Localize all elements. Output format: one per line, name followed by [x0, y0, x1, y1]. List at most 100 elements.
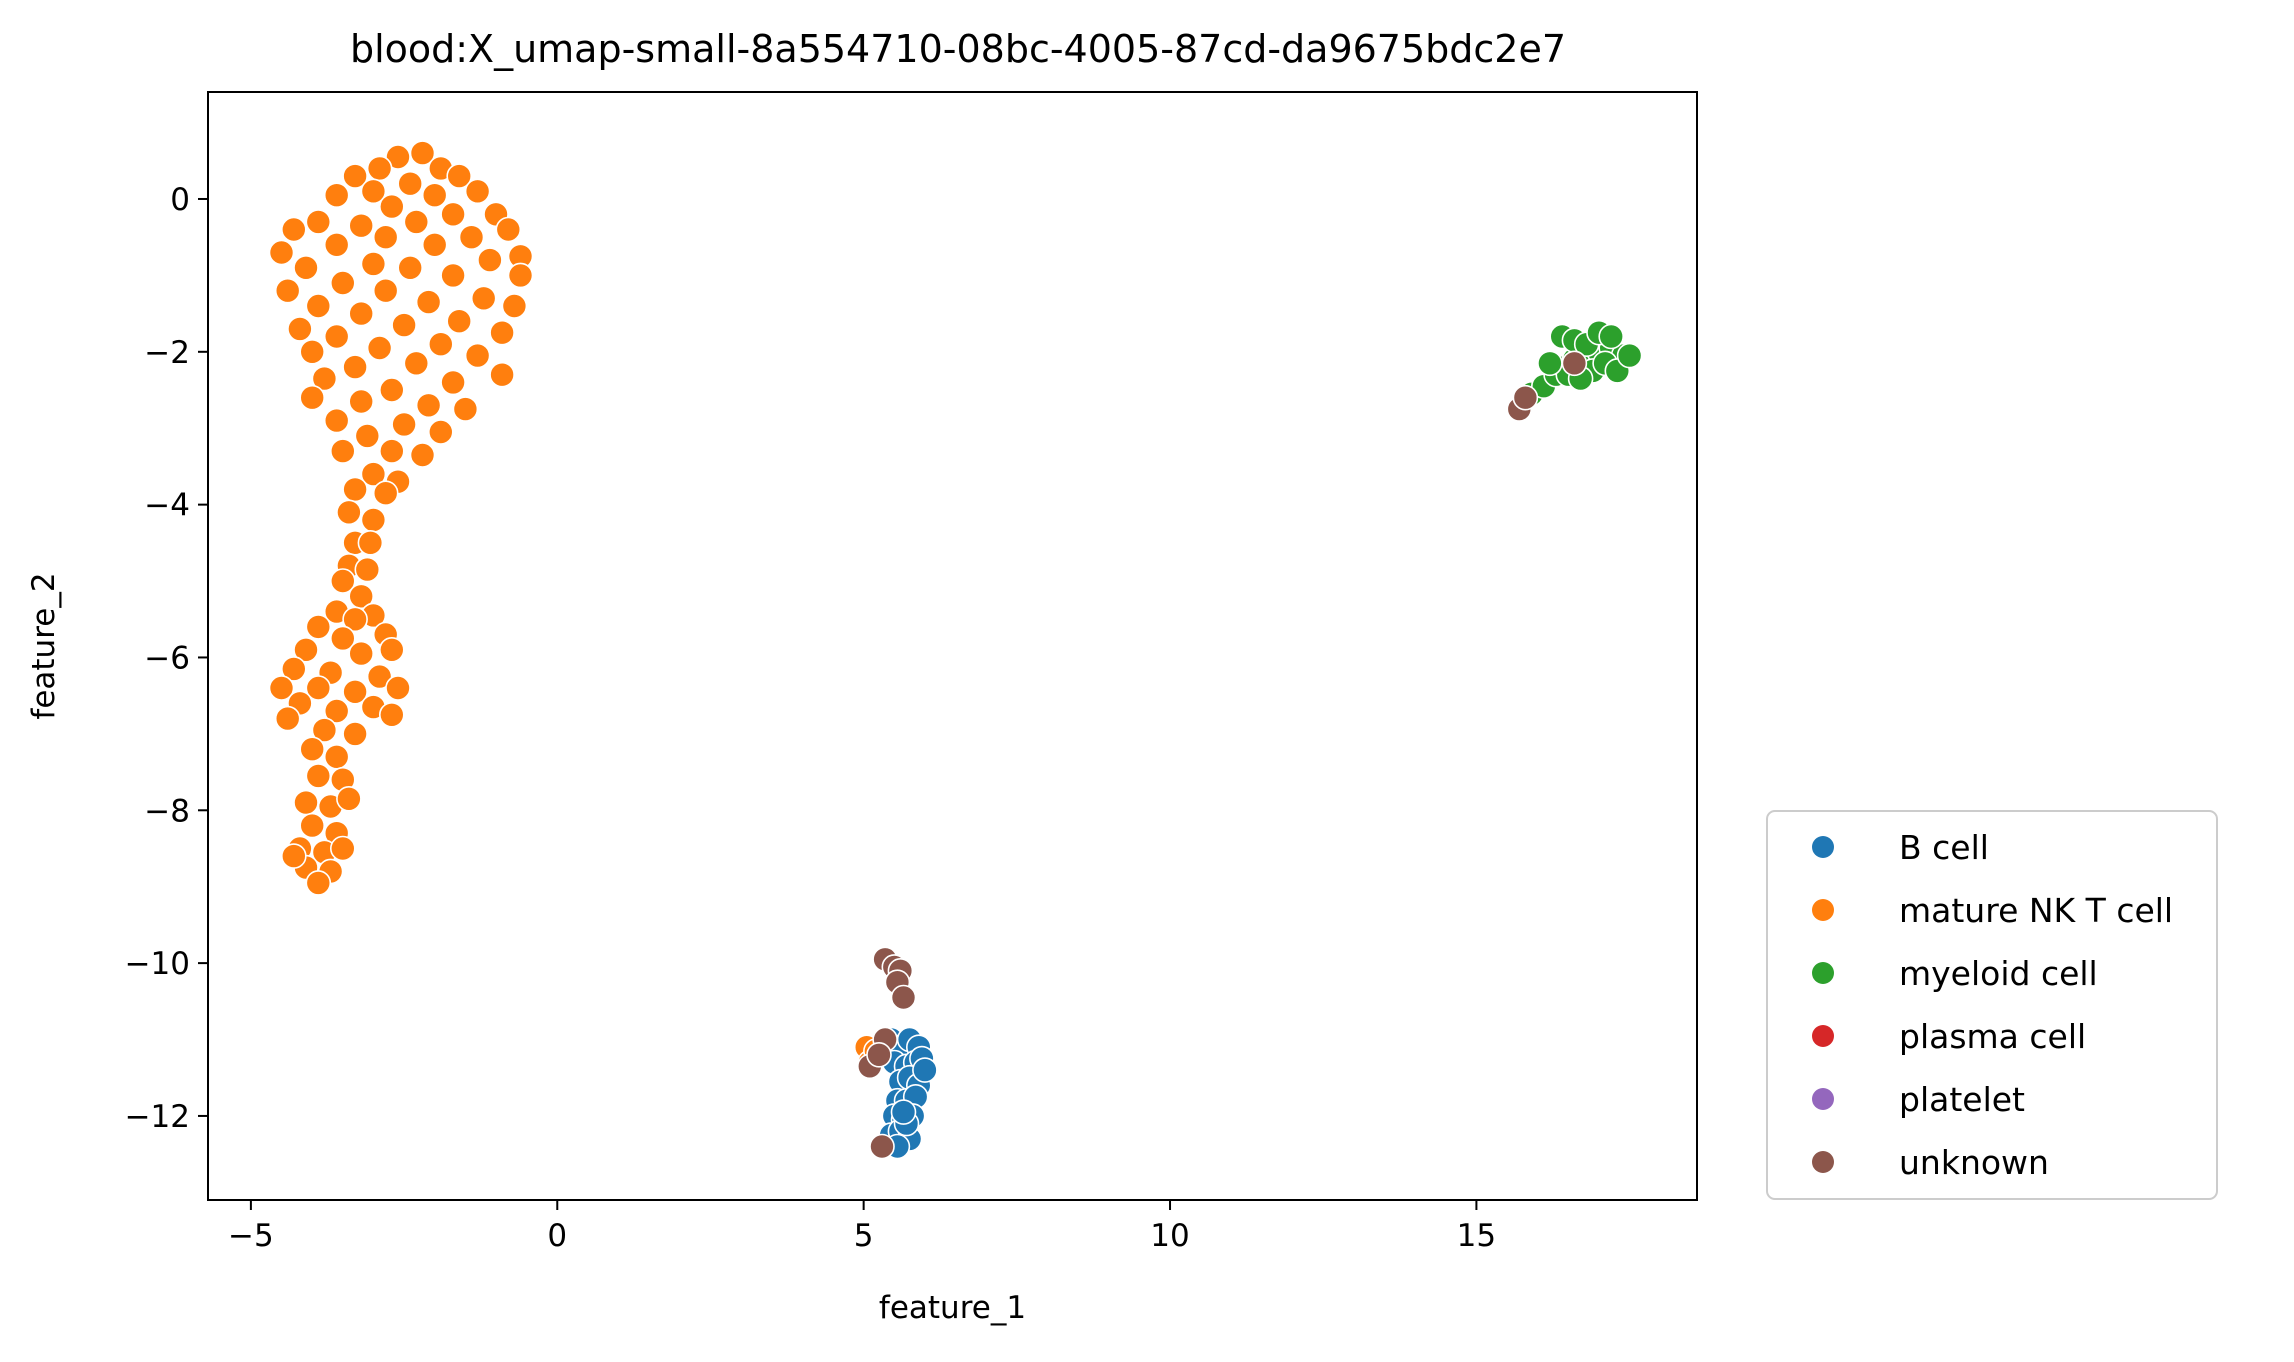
mature-nk-t-cell-point [409, 140, 436, 166]
unknown-point [866, 1042, 892, 1068]
x-axis-label: feature_1 [879, 1290, 1026, 1326]
mature-nk-t-cell-point [311, 717, 338, 743]
mature-nk-t-cell-point [329, 568, 356, 594]
x-tick-label: 10 [1150, 1218, 1189, 1254]
mature-nk-t-cell-point [280, 843, 307, 869]
y-tick-label: −4 [144, 488, 190, 524]
mature-nk-t-cell-point [507, 262, 534, 289]
legend-label: unknown [1899, 1143, 2049, 1182]
mature-nk-t-cell-point [477, 247, 503, 273]
legend-marker [1812, 899, 1834, 921]
mature-nk-t-cell-point [378, 701, 405, 728]
mature-nk-t-cell-point [360, 507, 387, 533]
plot-points [268, 140, 1643, 1160]
mature-nk-t-cell-point [311, 365, 338, 392]
mature-nk-t-cell-point [287, 316, 313, 342]
legend-label: myeloid cell [1899, 954, 2098, 993]
mature-nk-t-cell-point [440, 369, 466, 396]
mature-nk-t-cell-point [329, 438, 356, 464]
mature-nk-t-cell-point [336, 785, 362, 812]
mature-nk-t-cell-point [458, 224, 485, 250]
mature-nk-t-cell-point [305, 209, 332, 235]
myeloid-cell-point [1537, 350, 1563, 377]
chart-title: blood:X_umap-small-8a554710-08bc-4005-87… [350, 27, 1566, 71]
mature-nk-t-cell-point [464, 342, 491, 369]
mature-nk-t-cell-point [397, 170, 424, 197]
mature-nk-t-cell-point [305, 293, 332, 319]
mature-nk-t-cell-point [293, 789, 319, 816]
b-cell-point [912, 1057, 938, 1083]
x-axis: −5 0 5 10 15 [228, 1200, 1496, 1254]
mature-nk-t-cell-point [342, 163, 368, 189]
mature-nk-t-cell-point [268, 675, 295, 701]
mature-nk-t-cell-point [299, 384, 326, 411]
mature-nk-t-cell-point [427, 331, 454, 358]
unknown-point [1512, 384, 1539, 411]
y-tick-label: −2 [144, 335, 190, 371]
mature-nk-t-cell-point [342, 476, 368, 503]
legend-marker [1812, 1025, 1834, 1047]
mature-nk-t-cell-point [489, 361, 515, 388]
mature-nk-t-cell-point [385, 675, 411, 701]
myeloid-cell-point [1598, 323, 1624, 350]
legend: B cell mature NK T cell myeloid cell plasma… [1766, 810, 2218, 1200]
plot-area-frame [207, 91, 1698, 1201]
mature-nk-t-cell-point [421, 182, 448, 208]
mature-nk-t-cell-point [348, 640, 375, 667]
mature-nk-t-cell-point [293, 254, 319, 281]
mature-nk-t-cell-point [299, 736, 326, 763]
mature-nk-t-cell-point [446, 163, 473, 189]
x-tick-label: 0 [547, 1218, 567, 1254]
mature-nk-t-cell-point [274, 277, 301, 304]
y-tick-label: −8 [144, 793, 190, 829]
mature-nk-t-cell-point [366, 335, 393, 361]
legend-marker [1812, 1151, 1834, 1173]
y-tick-label: −6 [144, 640, 190, 676]
mature-nk-t-cell-point [305, 870, 332, 896]
mature-nk-t-cell-point [305, 614, 332, 640]
mature-nk-t-cell-point [372, 480, 399, 507]
legend-label: plasma cell [1899, 1017, 2086, 1056]
mature-nk-t-cell-point [452, 396, 479, 422]
mature-nk-t-cell-point [329, 835, 356, 862]
mature-nk-t-cell-point [342, 606, 368, 633]
mature-nk-t-cell-point [427, 419, 454, 445]
mature-nk-t-cell-point [323, 182, 350, 208]
mature-nk-t-cell-point [293, 636, 319, 663]
mature-nk-t-cell-point [440, 262, 466, 289]
mature-nk-t-cell-point [409, 442, 436, 468]
mature-nk-t-cell-point [366, 663, 393, 690]
mature-nk-t-cell-point [354, 423, 381, 449]
mature-nk-t-cell-point [360, 251, 387, 277]
mature-nk-t-cell-point [299, 812, 326, 839]
legend-label: mature NK T cell [1899, 891, 2173, 930]
mature-nk-t-cell-point [323, 698, 350, 724]
mature-nk-t-cell-point [378, 377, 405, 403]
mature-nk-t-cell-point [391, 411, 417, 438]
legend-marker [1812, 836, 1834, 858]
legend-box [1766, 810, 2218, 1200]
x-tick-label: 15 [1457, 1218, 1496, 1254]
unknown-point [1561, 350, 1588, 377]
mature-nk-t-cell-point [299, 338, 326, 365]
legend-label: B cell [1899, 828, 1989, 867]
mature-nk-t-cell-point [348, 388, 375, 415]
mature-nk-t-cell-point [495, 216, 522, 243]
mature-nk-t-cell-point [305, 675, 332, 701]
mature-nk-t-cell-point [372, 277, 399, 304]
mature-nk-t-cell-point [366, 155, 393, 182]
mature-nk-t-cell-point [372, 224, 399, 250]
mature-nk-t-cell-point [342, 354, 368, 380]
mature-nk-t-cell-point [329, 270, 356, 296]
mature-nk-t-cell-point [354, 556, 381, 583]
unknown-point [869, 1133, 895, 1160]
legend-label: platelet [1899, 1080, 2025, 1119]
mature-nk-t-cell-point [336, 499, 362, 526]
mature-nk-t-cell-point [280, 216, 307, 243]
mature-nk-t-cell-point [323, 232, 350, 258]
mature-nk-t-cell-point [489, 319, 515, 346]
mature-nk-t-cell-point [323, 407, 350, 434]
y-tick-label: 0 [170, 182, 190, 218]
mature-nk-t-cell-point [274, 705, 301, 732]
